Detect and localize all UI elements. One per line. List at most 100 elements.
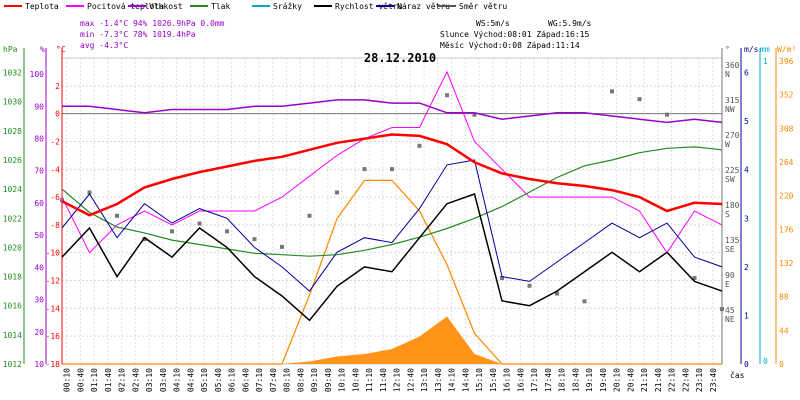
time-tick-label: 01:10 <box>90 368 99 392</box>
pressure-tick-label: 1032 <box>3 69 22 78</box>
temperature-tick-label: -18 <box>46 360 61 369</box>
pressure-tick-label: 1012 <box>3 360 22 369</box>
radiation-tick-label: 176 <box>779 225 794 234</box>
wind-direction-point <box>665 112 669 117</box>
legend-label: Srážky <box>273 2 302 11</box>
time-tick-label: 19:10 <box>585 368 594 392</box>
temperature-tick-label: 0 <box>55 110 60 119</box>
wind-direction-point <box>307 213 312 218</box>
time-tick-label: 16:40 <box>516 368 525 392</box>
series-radiation-line <box>62 179 722 365</box>
time-tick-label: 23:40 <box>709 368 718 392</box>
time-tick-label: 21:10 <box>640 368 649 392</box>
legend-label: Náraz větru <box>397 2 450 11</box>
series-srazky-area <box>62 316 722 364</box>
time-tick-label: 15:10 <box>475 368 484 392</box>
temperature-tick-label: -8 <box>50 221 60 230</box>
direction-tick-label: E <box>725 280 730 289</box>
direction-tick-label: S <box>725 210 730 219</box>
wind-tick-label: 0 <box>744 360 749 369</box>
wind-direction-point <box>252 237 257 242</box>
wind-direction-point <box>115 213 119 218</box>
time-tick-label: 13:40 <box>434 368 443 392</box>
axes: 00:10 00:40 01:10 01:40 02:10 02:40 03:10 03:40… <box>3 45 797 392</box>
wind-direction-point <box>472 112 477 117</box>
wind-direction-point <box>555 291 559 296</box>
wind-direction-point <box>637 97 642 102</box>
direction-tick-label: 45 <box>725 306 735 315</box>
legend-label: Vlhkost <box>149 2 183 11</box>
pressure-tick-label: 1018 <box>3 273 22 282</box>
legend-label: Tlak <box>211 2 230 11</box>
time-tick-label: 12:40 <box>406 368 415 392</box>
pressure-tick-label: 1030 <box>3 98 22 107</box>
pressure-tick-label: 1014 <box>3 331 22 340</box>
time-axis-unit: čas <box>730 370 745 380</box>
wind-direction-point <box>692 276 697 280</box>
pressure-tick-label: 1024 <box>3 185 22 194</box>
time-tick-label: 05:40 <box>214 368 223 392</box>
radiation-tick-label: 88 <box>779 293 789 302</box>
time-tick-label: 10:10 <box>338 368 347 392</box>
time-tick-label: 03:10 <box>145 368 154 392</box>
time-tick-label: 08:40 <box>296 368 305 392</box>
wind-direction-point <box>390 167 394 172</box>
wind-direction-point <box>87 190 92 195</box>
time-tick-label: 04:10 <box>173 368 182 392</box>
humidity-tick-label: 50 <box>34 231 44 240</box>
time-tick-label: 17:40 <box>544 368 553 392</box>
temperature-tick-label: -14 <box>46 304 61 313</box>
time-tick-label: 12:10 <box>393 368 402 392</box>
direction-tick-label: NW <box>725 105 735 114</box>
time-tick-label: 22:10 <box>668 368 677 392</box>
time-tick-label: 04:40 <box>186 368 195 392</box>
moon-info: Měsíc Východ:0:08 Západ:11:14 <box>440 41 580 50</box>
series-pressure-line <box>61 146 723 257</box>
pressure-tick-label: 1028 <box>3 127 22 136</box>
chart-title: 28.12.2010 <box>364 51 436 65</box>
wind-gust-info: WG:5.9m/s <box>548 19 592 28</box>
direction-tick-label: NE <box>725 315 735 324</box>
wind-direction-point <box>225 229 229 234</box>
humidity-tick-label: 100 <box>30 70 45 79</box>
wind-tick-label: 2 <box>744 263 749 272</box>
wind-direction-point <box>417 143 422 148</box>
time-tick-label: 13:10 <box>420 368 429 392</box>
series-wind-speed-line <box>61 193 723 322</box>
wind-direction-point <box>142 237 147 242</box>
pressure-tick-label: 1026 <box>3 156 22 165</box>
wind-unit: m/s <box>744 45 759 54</box>
time-tick-label: 23:10 <box>695 368 704 392</box>
time-tick-label: 22:40 <box>681 368 690 392</box>
series-humidity-line <box>62 99 723 124</box>
stats-avg: avg -4.3°C <box>80 41 128 50</box>
legend-label: Rychlost větru <box>335 2 403 11</box>
temperature-tick-label: -12 <box>46 277 61 286</box>
temperature-unit: °C <box>56 45 66 54</box>
direction-tick-label: 90 <box>725 271 735 280</box>
temperature-tick-label: -16 <box>46 332 61 341</box>
wind-tick-label: 3 <box>744 214 749 223</box>
time-tick-label: 11:10 <box>365 368 374 392</box>
time-tick-label: 06:10 <box>228 368 237 392</box>
time-tick-label: 20:10 <box>613 368 622 392</box>
legend-label: Směr větru <box>459 2 507 11</box>
wind-direction-point <box>582 299 587 304</box>
wind-direction-point <box>170 229 174 234</box>
rain-unit: mm <box>760 45 770 54</box>
direction-tick-label: 360 <box>725 61 740 70</box>
radiation-tick-label: 220 <box>779 192 794 201</box>
time-tick-label: 18:10 <box>558 368 567 392</box>
temperature-tick-label: 2 <box>55 82 60 91</box>
time-tick-label: 05:10 <box>200 368 209 392</box>
series-temperature-line <box>61 133 723 217</box>
humidity-tick-label: 10 <box>34 360 44 369</box>
wind-direction-point <box>280 244 284 249</box>
wind-direction-point <box>610 89 614 94</box>
radiation-unit: W/m² <box>777 45 796 54</box>
stats-max: max -1.4°C 94% 1026.9hPa 0.0mm <box>80 19 225 28</box>
wind-tick-label: 6 <box>744 69 749 78</box>
rain-tick-label: 1 <box>763 57 768 66</box>
wind-direction-point <box>527 283 532 288</box>
